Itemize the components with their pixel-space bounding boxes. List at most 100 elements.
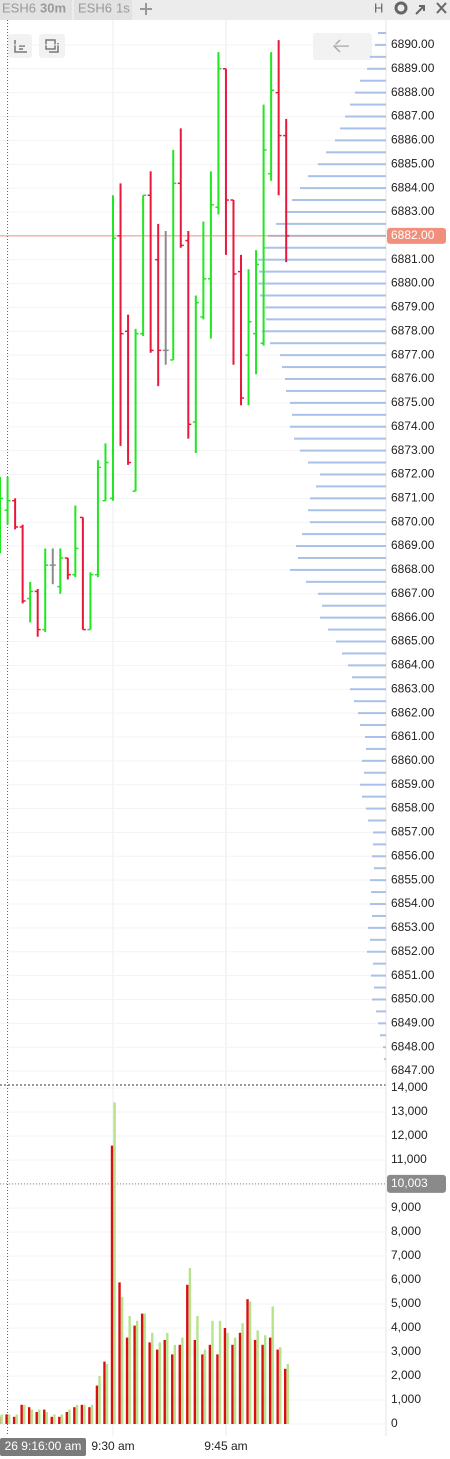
tool-icon	[45, 39, 59, 53]
y-tick-label: 6849.00	[391, 1016, 435, 1030]
profile-bar	[302, 533, 386, 536]
profile-bar	[285, 378, 386, 381]
y-tick-label: 6881.00	[391, 252, 435, 266]
profile-bar	[290, 401, 386, 404]
volume-bar	[226, 1332, 229, 1424]
profile-bar	[300, 187, 386, 190]
tab-interval: 1s	[116, 0, 130, 15]
volume-bar	[148, 1342, 151, 1424]
x-tick-label: 9:45 am	[204, 1439, 247, 1453]
profile-bar	[366, 807, 386, 810]
profile-bar	[318, 592, 386, 595]
y-tick-label: 6885.00	[391, 156, 435, 170]
volume-bar	[248, 1301, 252, 1424]
profile-bar	[348, 664, 386, 667]
profile-bar	[354, 700, 386, 703]
volume-bar	[98, 1376, 101, 1424]
volume-bar	[196, 1316, 199, 1424]
profile-bar	[375, 43, 386, 46]
profile-bar	[290, 568, 386, 571]
profile-bar	[285, 210, 386, 213]
profile-bar	[371, 891, 386, 894]
y-tick-label: 6886.00	[391, 133, 435, 147]
profile-bar	[310, 497, 386, 500]
y-tick-label: 9,000	[391, 1200, 421, 1214]
profile-bar	[292, 413, 386, 416]
volume-bar	[286, 1364, 289, 1424]
y-tick-label: 6,000	[391, 1272, 421, 1286]
volume-bar	[178, 1344, 181, 1424]
y-tick-label: 6855.00	[391, 872, 435, 886]
profile-bar	[316, 485, 386, 488]
y-tick-label: 6862.00	[391, 705, 435, 719]
y-tick-label: 6888.00	[391, 85, 435, 99]
profile-bar	[378, 31, 386, 34]
volume-bar	[256, 1330, 259, 1424]
volume-bar	[23, 1404, 26, 1424]
y-tick-label: 0	[391, 1416, 398, 1430]
volume-bar	[60, 1414, 64, 1424]
volume-bar	[279, 1347, 282, 1424]
profile-bar	[296, 545, 386, 548]
profile-bar	[368, 819, 386, 822]
profile-bar	[292, 199, 386, 202]
volume-bar	[7, 1414, 11, 1424]
y-tick-label: 6880.00	[391, 276, 435, 290]
volume-bar	[38, 1409, 41, 1424]
profile-bar	[364, 771, 386, 774]
tab-interval: 30m	[40, 0, 66, 15]
profile-bar	[335, 139, 386, 142]
volume-bar	[83, 1404, 86, 1424]
volume-bar	[43, 1409, 46, 1424]
volume-bar	[65, 1412, 69, 1424]
crosshair-time: 26 9:16:00 am	[5, 1439, 82, 1453]
profile-bar	[328, 628, 386, 631]
add-tab[interactable]	[140, 3, 152, 15]
profile-bar	[350, 103, 386, 106]
profile-bar	[322, 604, 386, 607]
profile-bar	[286, 389, 386, 392]
popout-button[interactable]	[415, 5, 425, 15]
tab-symbol: ESH6	[78, 0, 112, 15]
tab-symbol: ESH6	[2, 0, 36, 15]
volume-bar	[181, 1337, 184, 1424]
volume-bar	[0, 1414, 3, 1424]
profile-bar	[300, 449, 386, 452]
profile-bar	[371, 974, 386, 977]
y-tick-label: 8,000	[391, 1224, 421, 1238]
y-tick-label: 6860.00	[391, 753, 435, 767]
y-tick-label: 6848.00	[391, 1039, 435, 1053]
y-tick-label: 6852.00	[391, 944, 435, 958]
settings-button[interactable]	[394, 1, 408, 15]
hotkey-button[interactable]: H	[374, 0, 383, 15]
volume-bar	[90, 1404, 94, 1424]
volume-bar	[264, 1335, 267, 1424]
volume-bar	[253, 1340, 257, 1424]
profile-bar	[366, 747, 386, 750]
y-tick-label: 11,000	[391, 1152, 427, 1166]
y-tick-label: 6864.00	[391, 658, 435, 672]
volume-bar	[201, 1354, 204, 1424]
tool-button[interactable]	[39, 34, 65, 58]
tab[interactable]	[74, 0, 132, 20]
profile-bar	[318, 163, 386, 166]
y-tick-label: 6889.00	[391, 61, 435, 75]
close-button[interactable]	[436, 2, 447, 14]
volume-bar	[50, 1416, 53, 1424]
volume-bar	[246, 1299, 249, 1424]
volume-bar	[166, 1332, 169, 1424]
y-tick-label: 6850.00	[391, 992, 435, 1006]
volume-bar	[233, 1337, 237, 1424]
profile-bar	[308, 509, 386, 512]
profile-bar	[265, 306, 386, 309]
tab[interactable]	[0, 0, 72, 20]
profile-bar	[262, 330, 386, 333]
y-tick-label: 7,000	[391, 1248, 421, 1262]
volume-bar	[20, 1404, 23, 1424]
volume-bar	[125, 1337, 129, 1424]
profile-bar	[258, 282, 386, 285]
volume-bar	[73, 1407, 76, 1424]
profile-bar	[310, 521, 386, 524]
y-tick-label: 6858.00	[391, 801, 435, 815]
y-tick-label: 6887.00	[391, 109, 435, 123]
